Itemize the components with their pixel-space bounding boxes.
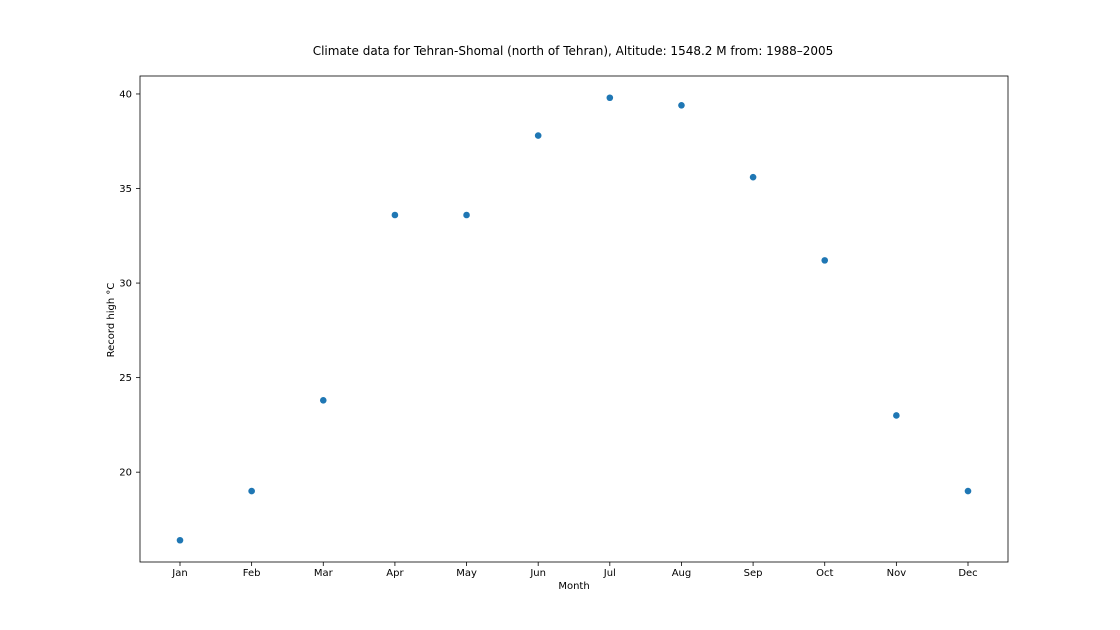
x-axis: Jan Feb Mar Apr May Jun Jul Aug Sep Oct Nov Dec	[171, 562, 978, 579]
chart-title: Climate data for Tehran-Shomal (north of…	[313, 44, 834, 58]
x-tick-label: May	[456, 568, 477, 579]
data-point	[534, 132, 542, 139]
data-point	[821, 257, 829, 264]
data-point	[893, 412, 900, 419]
y-tick-label: 25	[119, 373, 132, 384]
data-point	[391, 211, 399, 219]
x-tick-label: Jan	[171, 568, 187, 579]
y-tick-label: 30	[119, 279, 132, 290]
x-tick-label: Aug	[672, 568, 692, 579]
data-point	[678, 102, 685, 109]
data-point	[606, 94, 614, 102]
data-point	[248, 487, 255, 495]
y-tick-label: 35	[119, 184, 132, 195]
x-tick-label: Oct	[816, 568, 833, 579]
data-points	[176, 94, 972, 544]
x-tick-label: Nov	[887, 568, 907, 579]
y-axis-label: Record high °C	[106, 283, 117, 358]
data-point	[964, 487, 972, 495]
x-tick-label: Jul	[603, 568, 616, 579]
data-point	[319, 397, 327, 404]
y-axis: 20 25 30 35 40	[119, 89, 140, 479]
x-axis-label: Month	[558, 581, 589, 592]
x-tick-label: Mar	[314, 568, 334, 579]
x-tick-label: Dec	[958, 568, 977, 579]
x-tick-label: Sep	[744, 568, 763, 579]
y-tick-label: 20	[119, 468, 132, 479]
x-tick-label: Jun	[529, 568, 546, 579]
x-tick-label: Feb	[243, 568, 261, 579]
data-point	[749, 173, 757, 181]
plot-area	[139, 75, 1009, 563]
data-point	[463, 211, 470, 219]
data-point	[176, 536, 184, 544]
y-tick-label: 40	[119, 89, 132, 100]
x-tick-label: Apr	[386, 568, 404, 579]
